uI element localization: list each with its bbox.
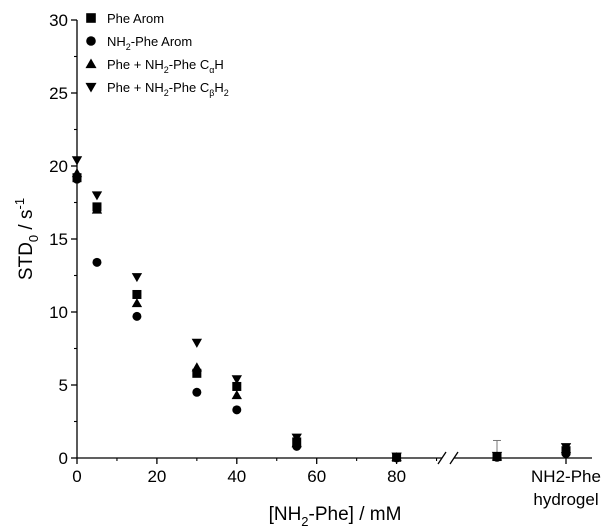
x-axis-title: [NH2​-Phe] / mM	[269, 504, 402, 526]
point-triangle-down	[231, 375, 242, 385]
y-tick-label: 10	[49, 303, 68, 322]
point-square	[132, 289, 142, 299]
point-triangle-up	[191, 362, 203, 372]
x-tick-label: 60	[307, 467, 326, 486]
y-tick-label: 20	[49, 157, 68, 176]
point-square	[192, 368, 202, 378]
legend-marker	[85, 82, 97, 93]
legend-label: NH2​-Phe Arom	[107, 34, 192, 52]
point-circle	[232, 405, 242, 415]
x-tick-label: 40	[227, 467, 246, 486]
ticks-group: 0 5 10 15 20 25 30 0 20 40 60 80 NH2-Phe hydrogel	[49, 11, 601, 509]
y-tick-label: 25	[49, 84, 68, 103]
legend-label: Phe Arom	[107, 11, 164, 26]
axis-break-mark	[449, 451, 459, 465]
point-triangle-up	[291, 438, 302, 448]
point-circle	[192, 387, 202, 397]
point-triangle-down	[71, 156, 83, 166]
point-triangle-up	[71, 168, 83, 178]
legend: Phe Arom NH2​-Phe Arom Phe + NH2​-Phe Cα​H…	[85, 11, 229, 98]
legend-marker	[85, 58, 97, 69]
legend-label: Phe + NH2​-Phe Cβ​H2​	[107, 80, 229, 98]
point-square	[232, 381, 242, 391]
axis-titles: [NH2​-Phe] / mM STD0​ / s-1​	[12, 198, 401, 526]
x-tick-label: 20	[147, 467, 166, 486]
point-triangle-down	[391, 452, 402, 462]
point-triangle-down	[560, 443, 572, 453]
point-triangle-down	[91, 191, 103, 201]
legend-marker	[86, 13, 96, 23]
x-category-label: hydrogel	[533, 490, 598, 509]
y-axis-title: STD0​ / s-1​	[12, 198, 41, 280]
point-circle	[132, 311, 142, 321]
y-tick-label: 30	[49, 11, 68, 30]
point-triangle-down	[491, 451, 503, 461]
y-tick-label: 5	[59, 376, 68, 395]
x-category-label: NH2-Phe	[531, 467, 601, 486]
legend-label: Phe + NH2​-Phe Cα​H	[107, 57, 224, 75]
y-tick-label: 0	[59, 449, 68, 468]
x-tick-label: 0	[72, 467, 81, 486]
marks-group	[71, 156, 572, 463]
point-triangle-up	[231, 390, 242, 400]
point-triangle-up	[131, 298, 143, 308]
legend-marker	[86, 36, 96, 46]
point-triangle-down	[191, 338, 203, 348]
point-triangle-down	[291, 433, 302, 443]
axis-break-mark	[437, 451, 447, 465]
x-tick-label: 80	[387, 467, 406, 486]
point-triangle-up	[91, 204, 103, 214]
point-circle	[92, 257, 102, 267]
point-triangle-down	[131, 273, 143, 283]
y-tick-label: 15	[49, 230, 68, 249]
